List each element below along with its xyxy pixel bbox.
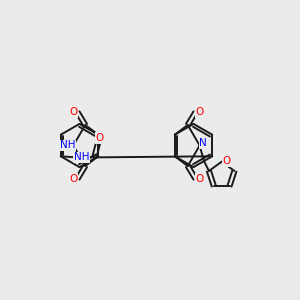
Text: NH: NH (60, 140, 75, 151)
Text: NH: NH (74, 152, 89, 162)
Text: O: O (95, 133, 104, 143)
Text: O: O (196, 107, 204, 118)
Text: O: O (69, 173, 77, 184)
Text: O: O (222, 156, 231, 166)
Text: O: O (69, 107, 77, 118)
Text: O: O (196, 173, 204, 184)
Text: N: N (200, 138, 207, 148)
